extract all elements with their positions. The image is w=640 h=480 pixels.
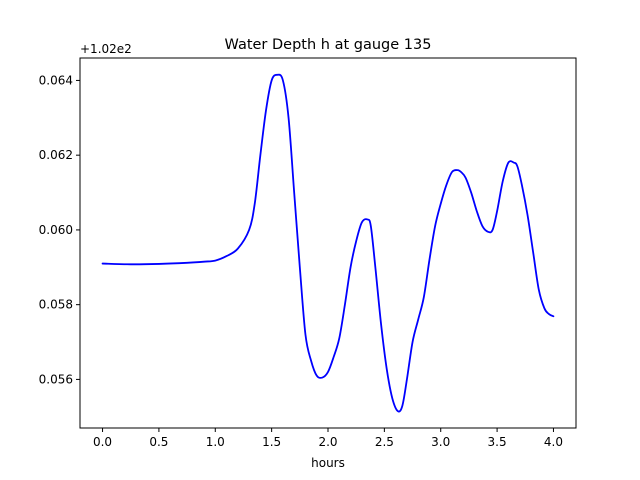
y-tick-label: 0.058 [39,298,73,312]
x-tick-label: 4.0 [544,435,563,449]
x-tick-label: 1.0 [206,435,225,449]
x-tick-label: 0.5 [149,435,168,449]
x-tick-label: 3.0 [431,435,450,449]
x-tick-label: 0.0 [93,435,112,449]
plot-frame [79,57,577,429]
series-line [101,73,555,413]
x-tick-label: 2.5 [375,435,394,449]
x-axis-ticks: 0.0 0.5 1.0 1.5 2.0 2.5 3.0 3.5 4.0 [93,428,563,449]
y-tick-label: 0.064 [39,73,73,87]
x-tick-label: 1.5 [262,435,281,449]
y-offset-label: +1.02e2 [80,42,132,56]
y-axis-ticks: 0.056 0.058 0.060 0.062 0.064 [39,73,80,386]
x-axis-label: hours [311,456,345,470]
x-tick-label: 2.0 [318,435,337,449]
y-tick-label: 0.062 [39,148,73,162]
y-tick-label: 0.056 [39,372,73,386]
y-tick-label: 0.060 [39,223,73,237]
chart-title: Water Depth h at gauge 135 [225,37,432,53]
x-tick-label: 3.5 [488,435,507,449]
